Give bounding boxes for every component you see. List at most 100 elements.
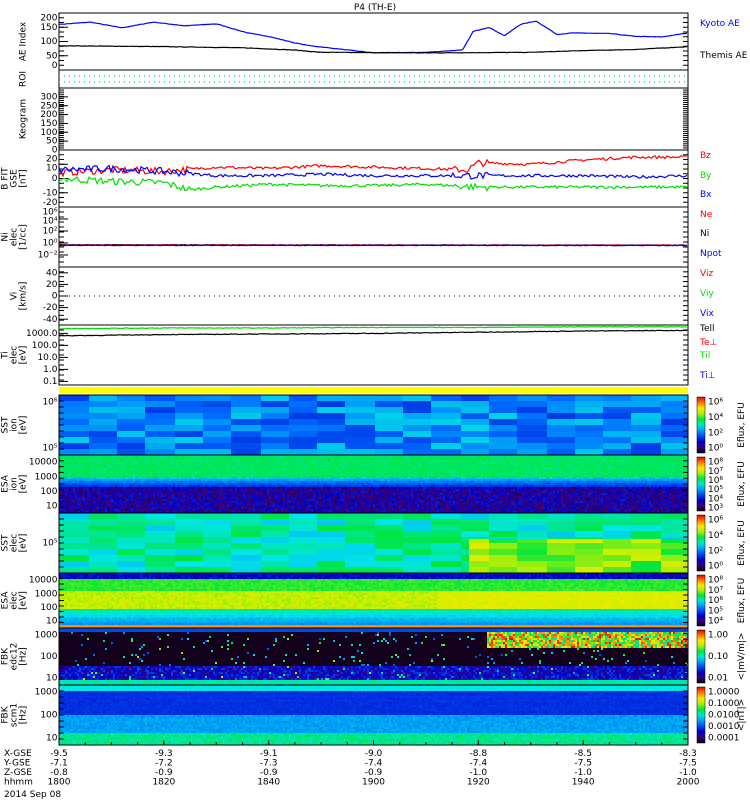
sst-elec-panel-frame (58, 512, 689, 574)
x-tick-label: -9.5 (50, 749, 68, 759)
density-tick-label: 10⁶ (42, 207, 57, 217)
velocity-tick-label: -40 (43, 315, 58, 325)
temperature-tick-label: 100.0 (32, 341, 58, 351)
esa-ion-tick-label: 10 (46, 502, 58, 512)
sst-elec-ylabel: [eV] (18, 534, 28, 553)
esa-ion-ylabel: ion (9, 477, 19, 491)
x-tick-label: -9.3 (155, 749, 173, 759)
ae-series-kyoto-ae (58, 20, 688, 54)
fbk-scm1-colorbar-tick: 0.0010 (708, 722, 740, 732)
esa-ion-colorbar-tick: 10⁵ (708, 485, 723, 495)
velocity-tick-label: 20 (46, 280, 58, 290)
density-ylabel: [1/cc] (18, 224, 28, 250)
esa-ion-panel-frame (58, 454, 689, 514)
legend-temperature-2: Til (699, 351, 710, 361)
esa-ion-ylabel: [eV] (18, 475, 28, 494)
legend-ae-1: Themis AE (699, 51, 748, 61)
fbk-scm1-panel-frame (58, 684, 689, 746)
legend-temperature-1: Te⊥ (699, 338, 718, 348)
x-tick-label: -8.5 (574, 749, 592, 759)
x-axis-row-label: X-GSE (4, 749, 32, 759)
sst-elec-ylabel: SST (1, 534, 11, 551)
x-tick-label: -0.9 (155, 768, 173, 778)
temperature-tick-label: 0.1 (43, 377, 57, 387)
temperature-series-tell (58, 325, 688, 330)
sst-ion-panel-frame (58, 394, 689, 456)
density-ylabel: elec (9, 228, 19, 247)
keogram-tick-label: 200 (40, 110, 57, 120)
sst-elec-colorbar-label: Eflux, EFU (737, 520, 747, 566)
keogram-tick-label: 300 (40, 92, 57, 102)
bfield-ylabel: [nT] (18, 169, 28, 187)
x-tick-label: 1900 (362, 778, 385, 788)
roi-ylabel: ROI (18, 71, 28, 87)
fbk-edc12-colorbar-tick: 0.10 (708, 652, 728, 662)
x-tick-label: 2000 (677, 778, 700, 788)
fbk-scm1-spectrogram (59, 685, 688, 745)
x-tick-label: 1840 (257, 778, 280, 788)
ae-tick-label: 0 (52, 61, 58, 71)
legend-temperature-3: Ti⊥ (699, 371, 716, 381)
velocity-tick-label: 0 (52, 292, 58, 302)
legend-ae-0: Kyoto AE (700, 19, 740, 29)
sst-ion-tick-label: 10⁶ (42, 398, 57, 408)
density-panel-frame (58, 206, 689, 268)
sst-elec-colorbar-tick: 10⁶ (708, 516, 723, 526)
keogram-tick-label: 50 (46, 137, 58, 147)
keogram-tick-label: 100 (40, 128, 57, 138)
bfield-ylabel: B FIT (1, 167, 11, 190)
esa-elec-colorbar-label: Eflux, EFU (737, 578, 747, 624)
bfield-tick-label: -20 (43, 198, 58, 208)
keogram-panel-frame (58, 87, 689, 151)
temperature-series-tiperp_black (58, 329, 687, 337)
x-tick-label: -0.9 (365, 768, 383, 778)
fbk-scm1-tick-label: 1000 (35, 688, 58, 698)
x-tick-label: -8.3 (679, 749, 697, 759)
x-tick-label: -7.2 (155, 759, 173, 769)
ae-ylabel: AE Index (18, 21, 28, 61)
esa-elec-ylabel: ESA (1, 591, 11, 610)
density-tick-label: 10⁰ (42, 239, 57, 249)
x-tick-label: 1940 (572, 778, 595, 788)
esa-elec-tick-label: 1000 (35, 589, 58, 599)
x-tick-label: -7.3 (260, 759, 278, 769)
ae-tick-label: 150 (40, 23, 57, 33)
velocity-panel-frame (58, 266, 689, 326)
temperature-ylabel: [eV] (18, 346, 28, 365)
esa-ion-colorbar-tick: 10⁸ (708, 458, 723, 468)
sst-elec-spectrogram (59, 513, 688, 573)
keogram-tick-label: 250 (40, 101, 57, 111)
esa-ion-colorbar (696, 456, 706, 512)
velocity-ylabel: [km/s] (18, 282, 28, 311)
fbk-scm1-colorbar-tick: 0.0100 (708, 711, 740, 721)
fbk-scm1-tick-label: 10 (46, 734, 58, 744)
x-tick-label: 1920 (467, 778, 490, 788)
legend-velocity-0: Viz (700, 269, 713, 279)
temperature-tick-label: 10.0 (37, 353, 57, 363)
date-label: 2014 Sep 08 (4, 790, 61, 800)
x-tick-label: -1.0 (470, 768, 488, 778)
fbk-scm1-ylabel: [Hz] (18, 706, 28, 725)
fbk-scm1-tick-label: 100 (40, 711, 57, 721)
x-tick-label: -1.0 (679, 768, 697, 778)
bfield-series-by (58, 176, 688, 192)
legend-velocity-2: Vix (700, 309, 714, 319)
fbk-edc12-ylabel: edc12 (9, 643, 19, 671)
esa-elec-tick-label: 10000 (29, 576, 58, 586)
esa-elec-ylabel: [eV] (18, 591, 28, 610)
fbk-scm1-colorbar-tick: 0.0001 (708, 734, 740, 744)
sst-ion-spectrogram (59, 395, 688, 455)
ae-tick-label: 200 (40, 13, 57, 23)
sst-ion-tick-label: 10⁵ (42, 444, 57, 454)
sst-ion-colorbar-tick: 10⁴ (708, 413, 723, 423)
x-tick-label: -0.9 (260, 768, 278, 778)
x-axis-row-label: hhmm (4, 778, 33, 788)
x-tick-label: -7.5 (574, 759, 592, 769)
roi-panel-frame (58, 69, 689, 89)
sst-ion-ylabel: SST (1, 416, 11, 433)
fbk-edc12-tick-label: 100 (40, 652, 57, 662)
fbk-edc12-colorbar-tick: 1.00 (708, 631, 728, 641)
esa-ion-colorbar-tick: 10⁴ (708, 494, 723, 504)
x-tick-label: -7.4 (470, 759, 488, 769)
